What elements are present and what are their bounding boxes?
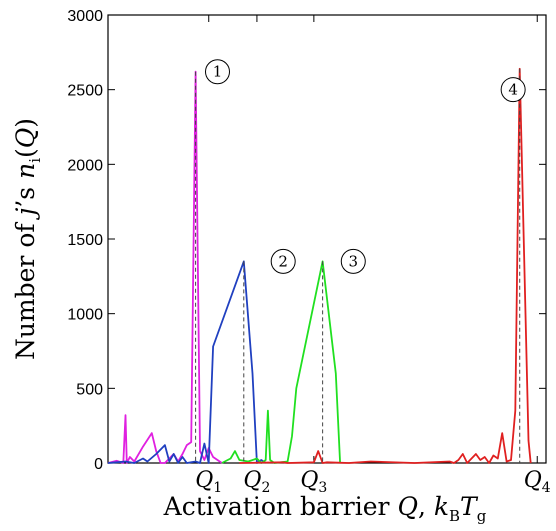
series-line-4 [239,67,532,464]
x-tick-label: Q1 [195,468,222,496]
y-tick-label: 2500 [67,83,103,100]
series-layer [107,67,532,464]
y-tick-label: 1000 [67,307,103,324]
y-tick-label: 500 [76,381,103,398]
peak-label-4: 4 [500,77,526,103]
x-tick-label: Q4 [524,468,551,496]
peak-label-text: 3 [349,252,359,270]
peak-label-3: 3 [340,248,366,274]
y-tick-label: 1500 [67,232,103,249]
x-axis-ticks: Q1 Q2 Q3 Q4 [195,15,551,496]
series-line-1 [107,70,223,464]
y-tick-label: 3000 [67,8,103,25]
peak-label-circle [340,248,366,274]
plot-frame [107,14,547,464]
y-tick-label: 0 [94,456,103,473]
dashed-lines [195,68,521,463]
peak-label-circle [205,59,230,85]
x-tick-label: Q2 [243,468,270,496]
peak-label-circle [500,77,526,103]
y-axis-title: Number of j’s ni(Q) [11,118,44,360]
peak-label-text: 2 [278,252,288,270]
series-line-2 [107,260,267,464]
series-line-3 [221,260,341,464]
x-axis-title: Activation barrier Q, kBTg [163,492,487,525]
peak-labels: 1 2 3 4 [205,59,526,274]
y-axis-ticks: 0 500 1000 1500 2000 2500 3000 [67,8,546,473]
x-tick-label: Q3 [300,468,327,496]
y-tick-label: 2000 [67,157,103,174]
peak-label-2: 2 [270,248,296,274]
peak-label-circle [270,248,296,274]
peak-label-text: 4 [508,81,518,99]
peak-label-1: 1 [205,59,230,85]
peak-label-text: 1 [213,63,223,81]
